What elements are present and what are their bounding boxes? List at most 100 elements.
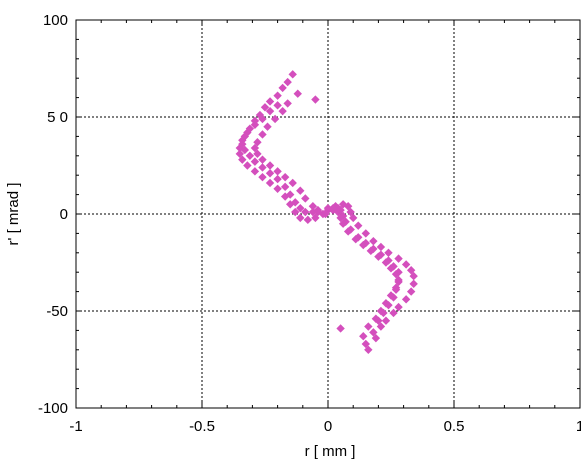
scatter-point xyxy=(273,184,282,193)
scatter-point xyxy=(253,149,262,159)
scatter-point xyxy=(354,221,363,230)
scatter-point xyxy=(401,295,411,304)
scatter-point xyxy=(265,178,275,188)
tick-marks xyxy=(75,19,581,409)
scatter-point xyxy=(296,203,305,213)
scatter-point xyxy=(394,277,403,287)
scatter-point xyxy=(293,89,302,98)
scatter-point xyxy=(273,101,282,110)
scatter-point xyxy=(374,316,383,325)
scatter-point xyxy=(389,308,398,318)
x-tick-label: 1 xyxy=(576,418,581,435)
x-tick-labels: -1 -0.5 0 0.5 1 xyxy=(69,418,581,435)
scatter-point xyxy=(389,293,398,302)
scatter-point xyxy=(361,229,370,238)
scatter-point xyxy=(301,207,310,217)
scatter-point xyxy=(349,213,358,223)
scatter-point xyxy=(265,106,275,116)
scatter-point xyxy=(381,258,391,267)
scatter-point xyxy=(260,103,270,112)
scatter-point xyxy=(394,254,403,263)
scatter-point xyxy=(409,279,418,289)
scatter-point xyxy=(265,169,275,178)
scatter-point xyxy=(270,114,280,124)
y-tick-label: -50 xyxy=(46,303,68,320)
scatter-point xyxy=(369,236,378,246)
scatter-point xyxy=(291,198,300,207)
scatter-point xyxy=(255,110,265,120)
scatter-point xyxy=(296,186,305,195)
scatter-point xyxy=(371,333,381,343)
scatter-point xyxy=(301,194,310,203)
scatter-point xyxy=(359,332,368,341)
y-axis-label: r' [ mrad ] xyxy=(5,183,22,246)
scatter-point xyxy=(278,106,287,116)
scatter-point xyxy=(343,227,353,236)
scatter-point xyxy=(364,345,373,354)
scatter-point xyxy=(364,322,373,331)
scatter-point xyxy=(288,178,297,188)
scatter-point xyxy=(381,316,391,325)
scatter-point xyxy=(359,240,368,250)
scatter-point xyxy=(311,95,320,104)
scatter-point xyxy=(313,205,323,215)
scatter-point xyxy=(336,324,345,333)
x-tick-label: -0.5 xyxy=(189,418,215,435)
scatter-point xyxy=(288,70,297,79)
scatter-point xyxy=(401,260,411,269)
x-tick-label: 0 xyxy=(324,418,332,435)
y-tick-label: 0 xyxy=(60,206,68,223)
scatter-point xyxy=(291,207,300,217)
scatter-point xyxy=(374,252,383,261)
scatter-point xyxy=(273,167,282,176)
scatter-point xyxy=(283,77,292,87)
scatter-point xyxy=(366,246,376,256)
scatter-point xyxy=(376,242,386,252)
scatter-point xyxy=(258,163,267,172)
scatter-point xyxy=(384,248,393,257)
scatter-point xyxy=(243,161,252,170)
scatter-point xyxy=(250,167,260,176)
scatter-point xyxy=(273,91,282,100)
scatter-point xyxy=(273,174,282,184)
scatter-point xyxy=(263,122,272,131)
scatter-point xyxy=(394,302,403,312)
x-axis-label: r [ mm ] xyxy=(305,443,356,460)
scatter-point xyxy=(379,308,388,318)
scatter-point xyxy=(258,114,267,124)
scatter-point xyxy=(286,190,295,199)
scatter-point xyxy=(386,264,396,273)
scatter-point xyxy=(409,271,418,281)
y-tick-label: 5 0 xyxy=(47,109,68,126)
scatter-point xyxy=(278,83,287,93)
scatter-point xyxy=(391,285,401,294)
x-tick-label: 0.5 xyxy=(444,418,465,435)
scatter-point xyxy=(308,202,318,211)
scatter-point xyxy=(391,269,401,279)
scatter-point xyxy=(245,151,255,160)
scatter-point xyxy=(296,213,305,223)
scatter-point xyxy=(240,145,250,155)
scatter-point xyxy=(351,235,360,244)
scatter-point xyxy=(245,124,255,133)
scatter-point xyxy=(258,172,267,182)
y-tick-label: -100 xyxy=(38,400,68,417)
scatter-point xyxy=(258,155,267,164)
scatter-point xyxy=(280,182,290,192)
scatter-point xyxy=(250,116,260,126)
scatter-point xyxy=(280,172,290,182)
scatter-points xyxy=(235,70,418,354)
scatter-point xyxy=(333,207,343,217)
scatter-point xyxy=(258,130,267,139)
x-tick-label: -1 xyxy=(69,418,82,435)
scatter-point xyxy=(384,300,393,310)
y-tick-label: 100 xyxy=(43,12,68,29)
scatter-point xyxy=(240,132,250,141)
scatter-point xyxy=(265,161,275,170)
scatter-point xyxy=(406,287,416,296)
scatter-point xyxy=(250,157,260,166)
scatter-point xyxy=(283,99,292,108)
scatter-point xyxy=(323,203,333,213)
